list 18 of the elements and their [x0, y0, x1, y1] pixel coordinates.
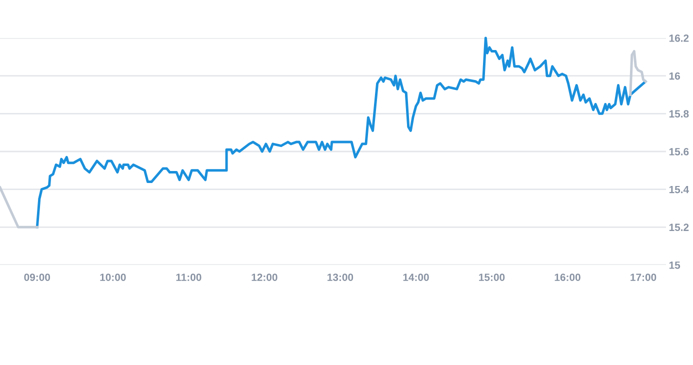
y-tick-label: 15.6 [669, 148, 689, 156]
y-tick-label: 16.2 [669, 34, 689, 42]
x-tick-label: 09:00 [24, 274, 50, 281]
x-tick-label: 10:00 [100, 274, 126, 281]
x-tick-label: 17:00 [630, 274, 656, 281]
y-tick-label: 15.4 [669, 186, 689, 194]
x-tick-label: 13:00 [328, 274, 354, 281]
y-tick-label: 15.8 [669, 110, 689, 118]
line-series [629, 50, 647, 96]
line-series [36, 36, 647, 228]
x-tick-label: 15:00 [479, 274, 505, 281]
y-tick-label: 15 [669, 262, 680, 269]
x-tick-label: 11:00 [176, 274, 202, 281]
x-tick-label: 16:00 [554, 274, 580, 281]
x-tick-label: 12:00 [252, 274, 278, 281]
y-tick-label: 16 [669, 72, 680, 80]
x-tick-label: 14:00 [403, 274, 429, 281]
y-tick-label: 15.2 [669, 224, 689, 232]
